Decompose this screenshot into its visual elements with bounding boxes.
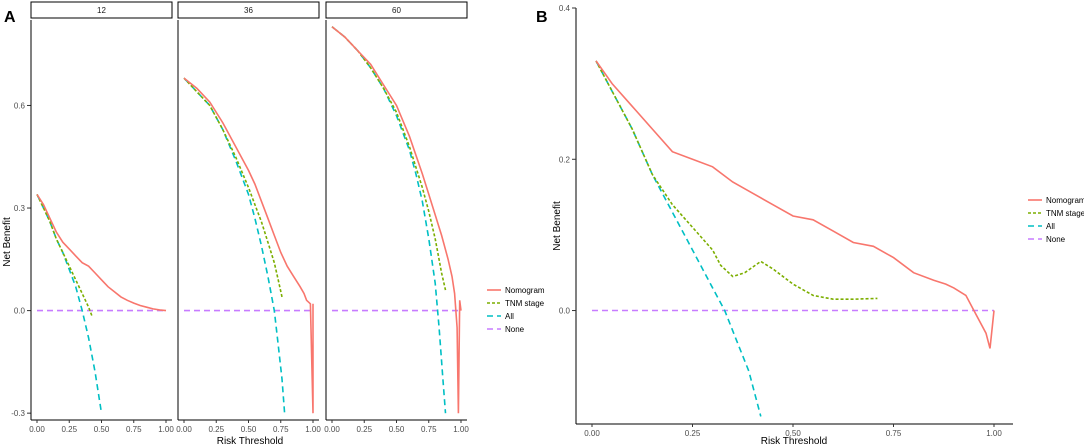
panel-a-letter: A — [4, 9, 16, 26]
a-y-tick-label: 0.3 — [14, 204, 26, 213]
a-facet-36-x-tick-label: 1.00 — [305, 425, 321, 434]
a-facet-60-x-tick-label: 1.00 — [453, 425, 469, 434]
panel-a-legend: Nomogram TNM stage All None — [487, 286, 545, 334]
panel-b: B 0.0 0.2 0.4 0.00 0.25 0.50 0.75 1.00 Net Bene… — [536, 4, 1084, 447]
a-facet-36-strip-label: 36 — [244, 6, 253, 15]
b-x-tick-label: 0.25 — [685, 429, 701, 438]
a-facet-36-x-tick-label: 0.75 — [273, 425, 289, 434]
a-y-tick-label: 0.0 — [14, 307, 26, 316]
a-facet-12-x-tick-label: 0.00 — [29, 425, 45, 434]
a-facet-36: 36 0.00 0.25 0.50 0.75 1.00 — [176, 1, 321, 434]
b-x-tick-label: 0.75 — [886, 429, 902, 438]
panel-b-legend: Nomogram TNM stage All None — [1028, 196, 1084, 244]
b-y-tick-label: 0.0 — [559, 307, 571, 316]
panel-b-y-axis-label: Net Benefit — [552, 201, 563, 251]
a-facet-36-series-tnm-stage — [183, 77, 283, 298]
b-x-tick-label: 0.00 — [584, 429, 600, 438]
legend-label-nomogram: Nomogram — [505, 286, 545, 295]
b-series-all — [595, 60, 762, 417]
a-facet-60-strip-label: 60 — [392, 6, 401, 15]
panel-a: A -0.3 0.0 0.3 0.6 12 0.00 0.25 0.50 0.75 1.00 36 0… — [2, 1, 545, 447]
legend-label-nomogram: Nomogram — [1046, 196, 1084, 205]
panel-b-axes: 0.0 0.2 0.4 0.00 0.25 0.50 0.75 1.00 — [559, 4, 1013, 438]
a-facet-60-strip — [325, 1, 468, 19]
a-facet-60-series-nomogram — [331, 26, 462, 414]
a-facet-36-series-nomogram — [183, 77, 314, 414]
legend-label-tnm-stage: TNM stage — [505, 299, 545, 308]
a-facet-60-x-tick-label: 0.25 — [356, 425, 372, 434]
a-facet-12-x-tick-label: 0.50 — [94, 425, 110, 434]
b-series-tnm-stage — [595, 60, 878, 300]
b-x-tick-label: 0.50 — [785, 429, 801, 438]
b-series-nomogram — [595, 60, 995, 349]
a-facet-36-x-tick-label: 0.00 — [176, 425, 192, 434]
panel-b-x-axis-label: Risk Threshold — [761, 436, 828, 447]
a-facet-60-x-tick-label: 0.50 — [389, 425, 405, 434]
a-facet-60-series-tnm-stage — [331, 26, 447, 291]
a-facet-12-strip-label: 12 — [97, 6, 106, 15]
legend-label-tnm-stage: TNM stage — [1046, 209, 1084, 218]
a-facet-12-x-tick-label: 1.00 — [158, 425, 174, 434]
legend-label-all: All — [1046, 222, 1055, 231]
a-facet-36-x-tick-label: 0.50 — [241, 425, 257, 434]
a-facet-60-x-tick-label: 0.00 — [324, 425, 340, 434]
b-y-tick-label: 0.2 — [559, 155, 571, 164]
a-facet-12-series-tnm-stage — [36, 194, 94, 318]
a-facet-12-series-nomogram — [36, 193, 167, 312]
a-y-tick-label: -0.3 — [11, 409, 25, 418]
legend-label-none: None — [1046, 235, 1066, 244]
a-facet-60: 60 0.00 0.25 0.50 0.75 1.00 — [324, 1, 469, 434]
a-y-tick-label: 0.6 — [14, 101, 26, 110]
a-facet-36-x-tick-label: 0.25 — [208, 425, 224, 434]
a-facet-36-strip — [177, 1, 320, 19]
b-y-tick-label: 0.4 — [559, 4, 571, 13]
a-facet-12-strip — [30, 1, 173, 19]
a-facet-12-series-all — [36, 194, 103, 414]
legend-label-none: None — [505, 325, 525, 334]
a-facet-12-x-tick-label: 0.25 — [61, 425, 77, 434]
a-facet-12: 12 0.00 0.25 0.50 0.75 1.00 — [29, 1, 174, 434]
a-facet-60-series-all — [331, 26, 447, 414]
a-facet-12-x-tick-label: 0.75 — [126, 425, 142, 434]
b-x-tick-label: 1.00 — [986, 429, 1002, 438]
panel-a-axes: -0.3 0.0 0.3 0.6 12 0.00 0.25 0.50 0.75 1.00 36 0.0… — [11, 1, 469, 434]
panel-a-y-axis-label: Net Benefit — [2, 217, 13, 267]
panel-a-x-axis-label: Risk Threshold — [217, 436, 284, 447]
a-facet-60-x-tick-label: 0.75 — [421, 425, 437, 434]
legend-label-all: All — [505, 312, 514, 321]
panel-b-letter: B — [536, 9, 548, 26]
